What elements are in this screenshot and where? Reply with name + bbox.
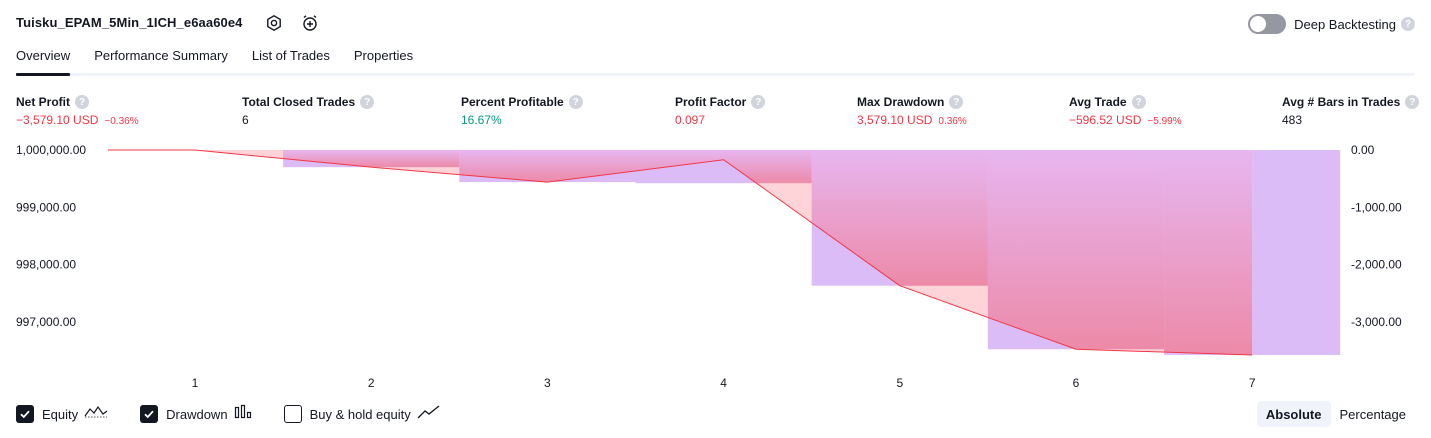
- x-axis-tick: 3: [544, 376, 551, 390]
- gear-icon[interactable]: [264, 13, 284, 33]
- stat-max-drawdown: Max Drawdown? 3,579.10 USD 0.36%: [857, 94, 967, 129]
- help-icon[interactable]: ?: [360, 95, 375, 109]
- stat-value: 16.67%: [461, 113, 502, 127]
- absolute-button[interactable]: Absolute: [1256, 401, 1331, 427]
- equity-drawdown-chart: 1,000,000.00 999,000.00 998,000.00 997,000.…: [16, 143, 1402, 390]
- help-icon[interactable]: ?: [75, 95, 89, 109]
- x-axis-tick: 6: [1073, 376, 1080, 390]
- legend-equity[interactable]: Equity: [16, 404, 108, 425]
- deep-backtesting-control: Deep Backtesting ?: [1248, 13, 1415, 35]
- legend-drawdown[interactable]: Drawdown: [140, 404, 251, 425]
- equity-line: [108, 149, 1253, 356]
- drawdown-overlap: [987, 150, 1165, 350]
- left-axis-tick: 1,000,000.00: [16, 143, 86, 157]
- x-axis-tick: 4: [720, 376, 727, 390]
- stat-value: 6: [242, 113, 249, 127]
- right-axis-tick: 0.00: [1351, 143, 1375, 157]
- stat-label: Profit Factor: [675, 95, 747, 109]
- legend-label: Drawdown: [166, 406, 228, 422]
- stat-subvalue: −0.36%: [104, 116, 139, 127]
- percentage-button[interactable]: Percentage: [1339, 406, 1407, 422]
- legend-label: Buy & hold equity: [309, 406, 411, 422]
- stat-label: Max Drawdown: [857, 95, 945, 109]
- help-icon[interactable]: ?: [568, 95, 583, 109]
- help-icon[interactable]: ?: [1405, 95, 1420, 109]
- stat-subvalue: 0.36%: [938, 116, 967, 127]
- help-icon[interactable]: ?: [949, 95, 964, 109]
- stat-value: −3,579.10 USD: [16, 113, 99, 127]
- tab-performance-summary[interactable]: Performance Summary: [94, 48, 228, 63]
- left-axis-tick: 997,000.00: [16, 315, 76, 329]
- buy-hold-line-icon: [417, 404, 441, 425]
- tab-list-of-trades[interactable]: List of Trades: [251, 48, 330, 63]
- right-axis-tick: -1,000.00: [1351, 200, 1402, 214]
- stat-value: 0.097: [675, 113, 706, 127]
- equity-line-icon: [84, 404, 108, 425]
- stat-percent-profitable: Percent Profitable? 16.67%: [461, 94, 583, 129]
- left-axis-tick: 998,000.00: [16, 258, 76, 272]
- x-axis-tick: 1: [192, 376, 199, 390]
- toggle-knob: [1250, 16, 1267, 32]
- strategy-name: Tuisku_EPAM_5Min_1ICH_e6aa60e4: [16, 15, 243, 30]
- x-axis-tick: 2: [368, 376, 375, 390]
- stat-label: Avg # Bars in Trades: [1282, 95, 1401, 109]
- stat-net-profit: Net Profit? −3,579.10 USD −0.36%: [16, 94, 139, 129]
- report-header: Tuisku_EPAM_5Min_1ICH_e6aa60e4 Deep Back…: [16, 13, 1415, 35]
- stat-value: 3,579.10 USD: [857, 113, 933, 127]
- stat-profit-factor: Profit Factor? 0.097: [675, 94, 766, 129]
- stat-label: Percent Profitable: [461, 95, 564, 109]
- tab-properties[interactable]: Properties: [353, 48, 414, 63]
- help-icon[interactable]: ?: [1401, 17, 1415, 31]
- left-axis-tick: 999,000.00: [16, 200, 76, 214]
- alarm-clock-plus-icon[interactable]: [300, 13, 320, 33]
- chart-legend: Equity Drawdown Buy & hold equity: [16, 403, 473, 425]
- equity-checkbox[interactable]: [16, 405, 34, 423]
- right-axis-tick: -2,000.00: [1351, 258, 1402, 272]
- buy-hold-checkbox[interactable]: [283, 405, 302, 423]
- stat-value: 483: [1282, 113, 1303, 127]
- stat-avg-trade: Avg Trade? −596.52 USD −5.99%: [1069, 94, 1182, 129]
- x-axis-tick: 5: [896, 376, 903, 390]
- right-axis-tick: -3,000.00: [1351, 315, 1402, 329]
- legend-label: Equity: [42, 406, 79, 422]
- drawdown-checkbox[interactable]: [140, 405, 159, 423]
- stat-subvalue: −5.99%: [1147, 116, 1182, 127]
- legend-buy-hold-equity[interactable]: Buy & hold equity: [283, 404, 441, 425]
- stat-label: Total Closed Trades: [242, 95, 356, 109]
- stat-avg-bars-in-trades: Avg # Bars in Trades? 483: [1282, 94, 1420, 129]
- report-tabs: Overview Performance Summary List of Tra…: [16, 48, 1415, 76]
- deep-backtesting-label: Deep Backtesting: [1294, 16, 1396, 32]
- drawdown-bars-icon: [234, 404, 252, 425]
- stat-total-closed-trades: Total Closed Trades? 6: [242, 94, 375, 129]
- tab-overview[interactable]: Overview: [16, 48, 71, 76]
- x-axis-tick: 7: [1249, 376, 1256, 390]
- value-mode-switch: Absolute Percentage: [1256, 401, 1415, 427]
- stat-label: Net Profit: [16, 95, 70, 109]
- help-icon[interactable]: ?: [751, 95, 766, 109]
- help-icon[interactable]: ?: [1131, 95, 1146, 109]
- deep-backtesting-toggle[interactable]: [1248, 14, 1287, 34]
- stat-value: −596.52 USD: [1069, 113, 1142, 127]
- drawdown-overlap: [1164, 150, 1253, 355]
- stat-label: Avg Trade: [1069, 95, 1127, 109]
